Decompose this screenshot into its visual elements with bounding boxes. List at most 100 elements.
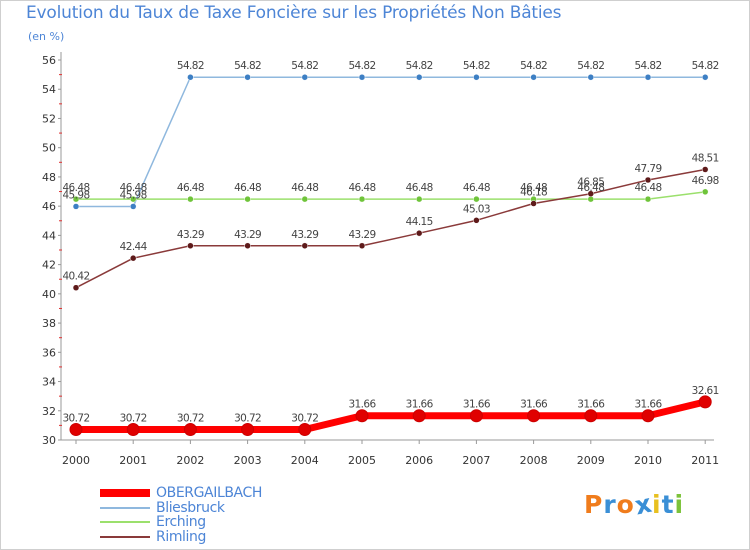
data-label-rimling: 43.29 bbox=[234, 229, 261, 241]
x-tick-label: 2010 bbox=[634, 454, 662, 467]
legend-label-erching: Erching bbox=[156, 514, 206, 530]
data-label-rimling: 43.29 bbox=[291, 229, 318, 241]
data-point-bliesbruck bbox=[358, 73, 366, 81]
data-point-bliesbruck bbox=[644, 73, 652, 81]
y-tick-label: 42 bbox=[42, 259, 56, 272]
y-tick-label: 36 bbox=[42, 346, 56, 359]
data-point-obergailbach bbox=[298, 422, 312, 436]
data-label-bliesbruck: 54.82 bbox=[177, 60, 204, 72]
data-point-bliesbruck bbox=[530, 73, 537, 81]
data-label-obergailbach: 31.66 bbox=[577, 399, 605, 411]
y-tick-label: 32 bbox=[42, 405, 56, 418]
data-label-erching: 46.48 bbox=[520, 182, 547, 194]
data-point-obergailbach bbox=[69, 422, 83, 436]
y-tick-label: 40 bbox=[42, 288, 56, 301]
x-tick-label: 2011 bbox=[691, 454, 719, 467]
data-point-obergailbach bbox=[584, 409, 598, 423]
data-label-obergailbach: 31.66 bbox=[520, 399, 548, 411]
data-point-bliesbruck bbox=[301, 73, 309, 81]
data-label-rimling: 40.42 bbox=[62, 271, 89, 283]
data-label-obergailbach: 30.72 bbox=[62, 412, 89, 424]
chart-title: Evolution du Taux de Taxe Foncière sur l… bbox=[26, 3, 562, 23]
data-label-erching: 46.48 bbox=[291, 182, 318, 194]
data-point-obergailbach bbox=[126, 422, 140, 436]
x-tick-label: 2007 bbox=[462, 454, 490, 467]
data-label-obergailbach: 31.66 bbox=[634, 399, 662, 411]
data-point-erching bbox=[72, 195, 80, 203]
data-point-erching bbox=[415, 195, 423, 203]
data-label-bliesbruck: 54.82 bbox=[234, 60, 261, 72]
y-tick-label: 56 bbox=[42, 54, 56, 67]
data-point-erching bbox=[473, 195, 480, 203]
data-point-rimling bbox=[129, 254, 137, 262]
x-tick-label: 2001 bbox=[119, 454, 147, 467]
x-tick-label: 2002 bbox=[176, 454, 204, 467]
series-line-bliesbruck bbox=[75, 76, 706, 208]
data-label-bliesbruck: 45.98 bbox=[120, 189, 147, 201]
x-tick-label: 2000 bbox=[62, 454, 90, 467]
data-label-erching: 46.48 bbox=[348, 182, 375, 194]
series-line-obergailbach bbox=[72, 398, 709, 433]
data-label-erching: 46.48 bbox=[120, 182, 147, 194]
data-point-rimling bbox=[644, 176, 652, 184]
data-point-erching bbox=[644, 195, 652, 203]
data-label-rimling: 45.03 bbox=[463, 203, 490, 215]
data-point-obergailbach bbox=[527, 409, 541, 423]
x-tick-label: 2005 bbox=[348, 454, 376, 467]
data-point-obergailbach bbox=[355, 409, 369, 423]
x-tick-label: 2009 bbox=[577, 454, 605, 467]
data-point-rimling bbox=[358, 242, 366, 250]
x-tick-label: 2006 bbox=[405, 454, 433, 467]
data-point-rimling bbox=[701, 166, 709, 173]
data-point-rimling bbox=[530, 200, 537, 207]
x-tick-label: 2003 bbox=[234, 454, 262, 467]
data-label-bliesbruck: 54.82 bbox=[348, 60, 375, 72]
legend-swatch-bliesbruck bbox=[100, 507, 150, 509]
data-label-bliesbruck: 54.82 bbox=[291, 60, 318, 72]
data-label-obergailbach: 31.66 bbox=[406, 399, 434, 411]
data-label-obergailbach: 32.61 bbox=[692, 385, 719, 397]
data-label-rimling: 48.51 bbox=[692, 152, 719, 164]
data-point-rimling bbox=[587, 190, 595, 197]
data-point-obergailbach bbox=[412, 409, 426, 423]
data-label-erching: 46.98 bbox=[692, 175, 719, 187]
y-tick-label: 34 bbox=[42, 376, 56, 389]
data-point-obergailbach bbox=[241, 422, 255, 436]
data-label-rimling: 44.15 bbox=[406, 216, 433, 228]
data-point-rimling bbox=[187, 242, 194, 250]
data-label-obergailbach: 30.72 bbox=[177, 412, 204, 424]
data-point-bliesbruck bbox=[129, 203, 137, 210]
data-label-bliesbruck: 54.82 bbox=[634, 60, 661, 72]
data-point-bliesbruck bbox=[473, 73, 480, 81]
y-tick-label: 44 bbox=[42, 229, 56, 242]
data-point-bliesbruck bbox=[415, 73, 423, 81]
proxiti-logo: Proxiti bbox=[584, 488, 685, 521]
data-label-erching: 46.48 bbox=[234, 182, 261, 194]
data-point-erching bbox=[129, 195, 137, 203]
data-label-rimling: 46.18 bbox=[520, 187, 547, 199]
data-point-obergailbach bbox=[698, 395, 712, 409]
data-label-erching: 46.48 bbox=[634, 182, 661, 194]
data-point-bliesbruck bbox=[244, 73, 251, 81]
y-tick-label: 48 bbox=[42, 171, 56, 184]
series-line-erching bbox=[75, 191, 706, 200]
data-point-rimling bbox=[473, 217, 480, 224]
data-label-bliesbruck: 45.98 bbox=[62, 189, 89, 201]
data-point-erching bbox=[244, 195, 251, 203]
data-point-bliesbruck bbox=[587, 73, 595, 81]
data-point-bliesbruck bbox=[72, 203, 80, 210]
data-point-rimling bbox=[244, 242, 251, 250]
data-point-erching bbox=[358, 195, 366, 203]
data-point-rimling bbox=[301, 242, 309, 250]
data-label-obergailbach: 30.72 bbox=[120, 412, 147, 424]
y-tick-label: 54 bbox=[42, 83, 56, 96]
series-line-rimling bbox=[75, 168, 706, 289]
data-point-bliesbruck bbox=[701, 73, 709, 81]
x-tick-label: 2008 bbox=[520, 454, 548, 467]
data-label-bliesbruck: 54.82 bbox=[577, 60, 604, 72]
legend-swatch-erching bbox=[100, 521, 150, 523]
data-point-rimling bbox=[72, 284, 80, 291]
data-label-bliesbruck: 54.82 bbox=[463, 60, 490, 72]
